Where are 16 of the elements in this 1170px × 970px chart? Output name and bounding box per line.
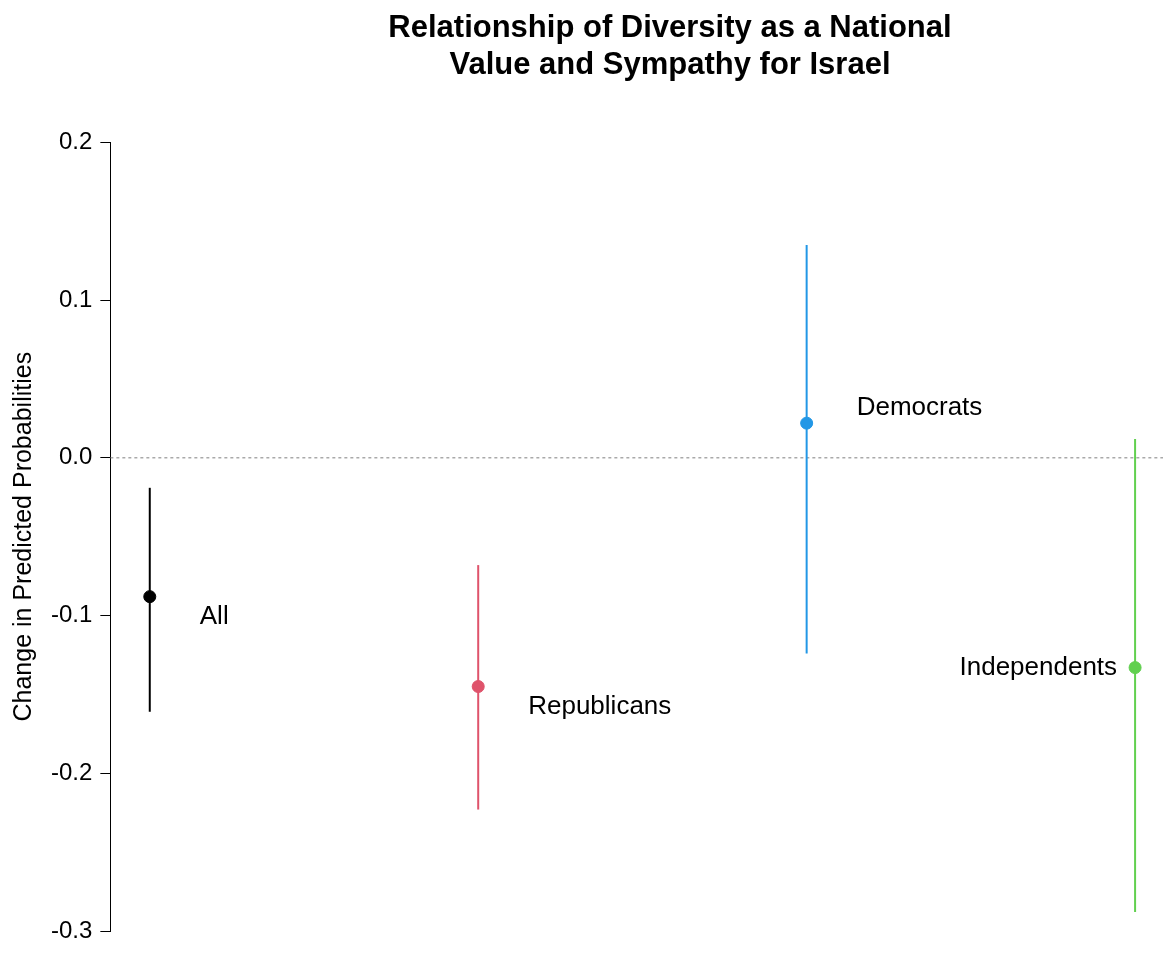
point <box>471 680 485 694</box>
y-axis-title: Change in Predicted Probabilities <box>7 351 36 722</box>
series-label: Democrats <box>856 391 983 422</box>
point <box>143 590 157 604</box>
y-tick-label: 0.1 <box>58 284 93 312</box>
y-tick-label: -0.1 <box>51 600 93 628</box>
point <box>800 416 814 430</box>
y-tick-label: 0.0 <box>58 442 93 470</box>
point <box>1128 661 1142 675</box>
chart-title: Relationship of Diversity as a National Value and Sympathy for Israel <box>387 8 953 82</box>
y-tick-label: 0.2 <box>58 127 93 155</box>
series-label: All <box>199 599 229 630</box>
series-label: Republicans <box>528 689 672 720</box>
y-tick-label: -0.3 <box>51 915 93 943</box>
y-tick-label: -0.2 <box>51 757 93 785</box>
series-label: Independents <box>959 650 1118 681</box>
